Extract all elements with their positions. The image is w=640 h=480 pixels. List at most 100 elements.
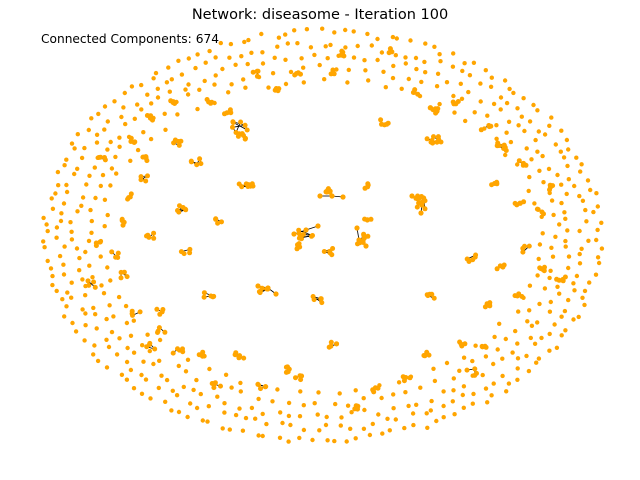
- graph-node: [125, 196, 131, 202]
- graph-node: [441, 403, 446, 409]
- graph-node: [113, 154, 118, 160]
- graph-node: [487, 300, 493, 306]
- graph-node: [536, 356, 542, 361]
- graph-node: [83, 323, 88, 328]
- graph-node: [564, 137, 570, 143]
- graph-node: [144, 158, 150, 164]
- graph-node: [353, 388, 358, 393]
- graph-node: [102, 197, 108, 202]
- graph-node: [349, 410, 354, 415]
- graph-node: [86, 127, 92, 133]
- graph-node: [50, 206, 56, 211]
- graph-node: [554, 276, 560, 282]
- graph-node: [503, 336, 508, 342]
- graph-node: [105, 212, 110, 218]
- graph-node: [593, 272, 599, 277]
- graph-node: [431, 295, 437, 301]
- graph-node: [171, 140, 177, 146]
- graph-node: [432, 378, 438, 384]
- graph-node: [410, 411, 416, 416]
- graph-node: [583, 207, 588, 213]
- graph-node: [362, 216, 368, 222]
- graph-node: [57, 253, 63, 259]
- graph-node: [427, 291, 433, 297]
- graph-node: [91, 352, 96, 357]
- graph-node: [491, 101, 497, 107]
- graph-node: [452, 110, 457, 115]
- graph-node: [485, 400, 490, 405]
- graph-node: [529, 323, 535, 328]
- graph-node: [83, 311, 88, 316]
- graph-node: [451, 93, 456, 99]
- graph-node: [550, 254, 556, 259]
- graph-node: [406, 76, 411, 82]
- graph-node: [367, 432, 373, 438]
- graph-node: [237, 406, 242, 411]
- graph-node: [238, 380, 243, 386]
- graph-node: [390, 75, 396, 81]
- graph-node: [574, 273, 580, 279]
- graph-node: [599, 246, 605, 251]
- graph-node: [73, 329, 79, 334]
- graph-node: [473, 252, 479, 258]
- graph-node: [180, 346, 185, 352]
- graph-node: [320, 26, 325, 31]
- graph-node: [294, 71, 299, 76]
- graph-node: [594, 191, 599, 196]
- graph-node: [147, 342, 152, 347]
- graph-node: [385, 416, 390, 421]
- graph-node: [495, 140, 501, 146]
- graph-node: [143, 377, 149, 382]
- graph-node: [536, 129, 541, 134]
- graph-node: [163, 399, 168, 404]
- graph-node: [402, 425, 407, 431]
- graph-node: [86, 282, 92, 288]
- graph-node: [124, 359, 130, 365]
- graph-node: [151, 361, 156, 367]
- graph-node: [591, 209, 596, 215]
- graph-node: [441, 415, 446, 420]
- graph-node: [179, 72, 185, 77]
- graph-node: [369, 43, 374, 48]
- graph-node: [532, 201, 537, 206]
- graph-node: [131, 350, 137, 355]
- graph-node: [69, 280, 74, 285]
- graph-node: [596, 260, 602, 266]
- graph-node: [55, 169, 61, 175]
- graph-node: [280, 420, 285, 426]
- graph-node: [69, 141, 75, 146]
- graph-node: [561, 155, 567, 160]
- graph-node: [139, 107, 144, 112]
- graph-node: [164, 80, 170, 85]
- graph-node: [104, 337, 109, 342]
- graph-node: [139, 372, 144, 378]
- graph-node: [500, 373, 505, 379]
- graph-node: [408, 38, 413, 43]
- graph-node: [466, 89, 471, 95]
- graph-node: [273, 291, 279, 297]
- graph-node: [577, 251, 582, 257]
- graph-node: [259, 31, 264, 37]
- graph-node: [331, 71, 337, 77]
- graph-node: [516, 123, 521, 128]
- graph-node: [526, 188, 531, 194]
- graph-node: [519, 114, 524, 119]
- graph-node: [418, 385, 423, 390]
- graph-node: [587, 280, 592, 285]
- graph-node: [135, 147, 141, 153]
- graph-node: [396, 380, 402, 385]
- graph-node: [343, 45, 348, 50]
- graph-node: [437, 52, 442, 57]
- connected-components-readout: Connected Components: 674: [41, 32, 219, 46]
- graph-node: [293, 375, 298, 381]
- graph-node: [501, 146, 507, 151]
- graph-node: [472, 372, 478, 378]
- graph-node: [259, 285, 265, 291]
- graph-node: [146, 234, 152, 240]
- graph-node: [220, 426, 225, 431]
- graph-node: [92, 284, 98, 290]
- graph-node: [174, 393, 180, 398]
- graph-node: [381, 69, 386, 75]
- graph-node: [571, 281, 576, 286]
- graph-node: [266, 85, 271, 90]
